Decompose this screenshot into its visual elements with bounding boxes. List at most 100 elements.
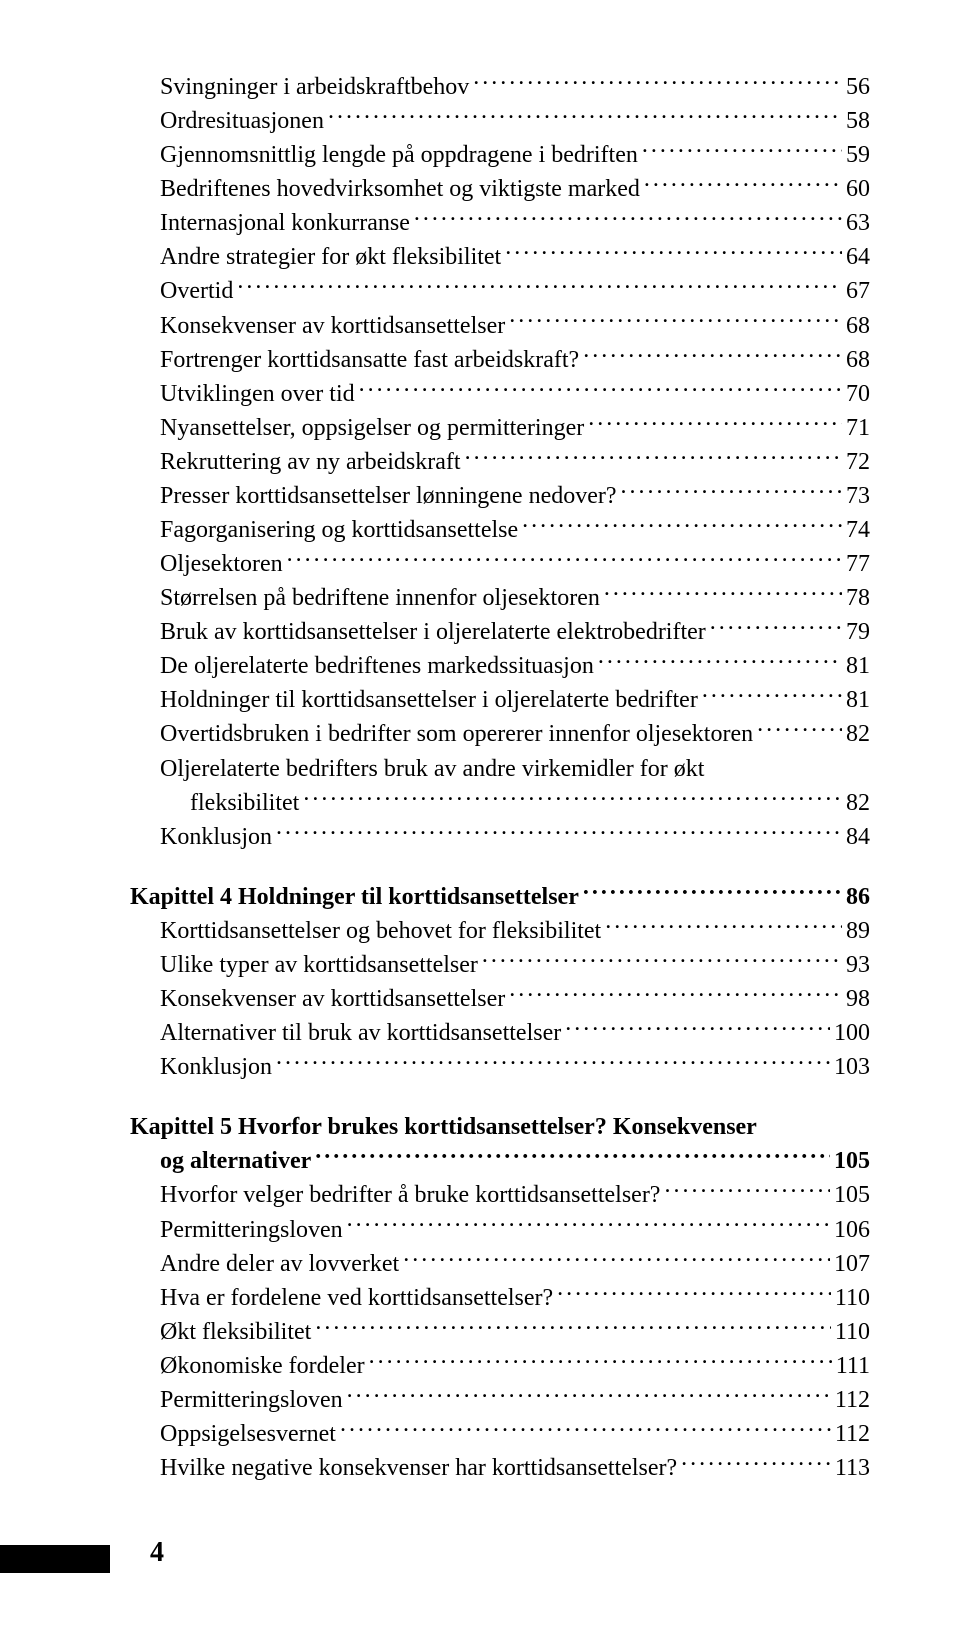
toc-entry: Konsekvenser av korttidsansettelser68 <box>130 309 870 343</box>
toc-label: Konklusjon <box>160 820 272 854</box>
toc-label: Økonomiske fordeler <box>160 1349 365 1383</box>
toc-label: Konsekvenser av korttidsansettelser <box>160 309 505 343</box>
toc-label: Fortrenger korttidsansatte fast arbeidsk… <box>160 343 579 377</box>
toc-entry: Svingninger i arbeidskraftbehov 56 <box>130 70 870 104</box>
toc-entry: Andre deler av lovverket107 <box>130 1247 870 1281</box>
toc-label: Bedriftenes hovedvirksomhet og viktigste… <box>160 172 640 206</box>
toc-entry: De oljerelaterte bedriftenes markedssitu… <box>130 649 870 683</box>
toc-leader <box>303 786 842 810</box>
toc-page: 112 <box>835 1417 870 1451</box>
toc-page: 81 <box>846 649 870 683</box>
toc-leader <box>276 1050 830 1074</box>
toc-label: Fagorganisering og korttidsansettelse <box>160 513 518 547</box>
toc-page: 111 <box>836 1349 870 1383</box>
toc-leader <box>347 1213 830 1237</box>
toc-label: og alternativer <box>160 1144 311 1178</box>
toc-leader <box>369 1349 832 1373</box>
toc-page: 59 <box>846 138 870 172</box>
toc-leader <box>642 138 842 162</box>
table-of-contents: Svingninger i arbeidskraftbehov56Ordresi… <box>130 70 870 1485</box>
toc-label: Nyansettelser, oppsigelser og permitteri… <box>160 411 584 445</box>
toc-leader <box>621 479 842 503</box>
toc-page: 74 <box>846 513 870 547</box>
toc-page: 63 <box>846 206 870 240</box>
toc-page: 84 <box>846 820 870 854</box>
toc-leader <box>287 547 842 571</box>
toc-leader <box>482 948 842 972</box>
toc-page: 71 <box>846 411 870 445</box>
toc-entry: Andre strategier for økt fleksibilitet64 <box>130 240 870 274</box>
toc-label: Overtidsbruken i bedrifter som opererer … <box>160 717 753 751</box>
toc-label: Ulike typer av korttidsansettelser <box>160 948 478 982</box>
toc-page: 67 <box>846 274 870 308</box>
toc-entry: Hvilke negative konsekvenser har korttid… <box>130 1451 870 1485</box>
toc-leader <box>681 1451 831 1475</box>
toc-page: 64 <box>846 240 870 274</box>
toc-page: 82 <box>846 786 870 820</box>
toc-leader <box>583 880 842 904</box>
toc-entry: Hvorfor velger bedrifter å bruke korttid… <box>130 1178 870 1212</box>
toc-leader <box>664 1178 830 1202</box>
toc-label: fleksibilitet <box>190 786 299 820</box>
toc-leader <box>710 615 842 639</box>
footer-bar <box>0 1545 110 1573</box>
toc-entry: Hva er fordelene ved korttidsansettelser… <box>130 1281 870 1315</box>
toc-entry: Økt fleksibilitet110 <box>130 1315 870 1349</box>
toc-leader <box>557 1281 831 1305</box>
toc-leader <box>702 683 842 707</box>
toc-label: Svingninger i arbeidskraftbehov <box>160 70 469 104</box>
toc-page: 56 <box>846 70 870 104</box>
toc-entry: Konsekvenser av korttidsansettelser98 <box>130 982 870 1016</box>
toc-entry: Oppsigelsesvernet112 <box>130 1417 870 1451</box>
toc-entry: Konklusjon 84 <box>130 820 870 854</box>
toc-label: Permitteringsloven <box>160 1213 343 1247</box>
toc-leader <box>509 309 842 333</box>
toc-label: Alternativer til bruk av korttidsansette… <box>160 1016 561 1050</box>
toc-page: 103 <box>834 1050 870 1084</box>
toc-page: 113 <box>835 1451 870 1485</box>
toc-label: Kapittel 4 Holdninger til korttidsansett… <box>130 880 579 914</box>
toc-entry: Internasjonal konkurranse63 <box>130 206 870 240</box>
toc-page: 73 <box>846 479 870 513</box>
toc-entry: Konklusjon103 <box>130 1050 870 1084</box>
toc-leader <box>598 649 842 673</box>
toc-leader <box>757 717 842 741</box>
toc-label: Overtid <box>160 274 233 308</box>
toc-entry: Holdninger til korttidsansettelser i olj… <box>130 683 870 717</box>
page-number: 4 <box>150 1533 164 1573</box>
toc-leader <box>588 411 842 435</box>
toc-entry: Økonomiske fordeler 111 <box>130 1349 870 1383</box>
toc-label: Rekruttering av ny arbeidskraft <box>160 445 461 479</box>
toc-leader <box>465 445 842 469</box>
toc-leader <box>276 820 842 844</box>
toc-leader <box>315 1315 831 1339</box>
toc-leader <box>414 206 842 230</box>
toc-leader <box>604 581 842 605</box>
toc-entry: Nyansettelser, oppsigelser og permitteri… <box>130 411 870 445</box>
toc-label: Hvorfor velger bedrifter å bruke korttid… <box>160 1178 660 1212</box>
toc-page: 58 <box>846 104 870 138</box>
toc-page: 86 <box>846 880 870 914</box>
toc-label: Holdninger til korttidsansettelser i olj… <box>160 683 698 717</box>
toc-entry: Fagorganisering og korttidsansettelse 74 <box>130 513 870 547</box>
toc-entry: Størrelsen på bedriftene innenfor oljese… <box>130 581 870 615</box>
toc-entry: fleksibilitet 82 <box>130 786 870 820</box>
toc-page: 72 <box>846 445 870 479</box>
toc-leader <box>328 104 842 128</box>
toc-leader <box>583 343 842 367</box>
toc-page: 100 <box>834 1016 870 1050</box>
toc-entry: Presser korttidsansettelser lønningene n… <box>130 479 870 513</box>
toc-label: Oljesektoren <box>160 547 283 581</box>
toc-page: 60 <box>846 172 870 206</box>
toc-label: Økt fleksibilitet <box>160 1315 311 1349</box>
toc-entry: Overtid 67 <box>130 274 870 308</box>
toc-leader <box>237 274 842 298</box>
toc-label: Størrelsen på bedriftene innenfor oljese… <box>160 581 600 615</box>
toc-page: 105 <box>834 1144 870 1178</box>
toc-entry: Utviklingen over tid70 <box>130 377 870 411</box>
toc-entry: Rekruttering av ny arbeidskraft 72 <box>130 445 870 479</box>
toc-entry: Oljesektoren 77 <box>130 547 870 581</box>
toc-page: 77 <box>846 547 870 581</box>
toc-label: Kapittel 5 Hvorfor brukes korttidsansett… <box>130 1110 757 1144</box>
toc-page: 106 <box>834 1213 870 1247</box>
